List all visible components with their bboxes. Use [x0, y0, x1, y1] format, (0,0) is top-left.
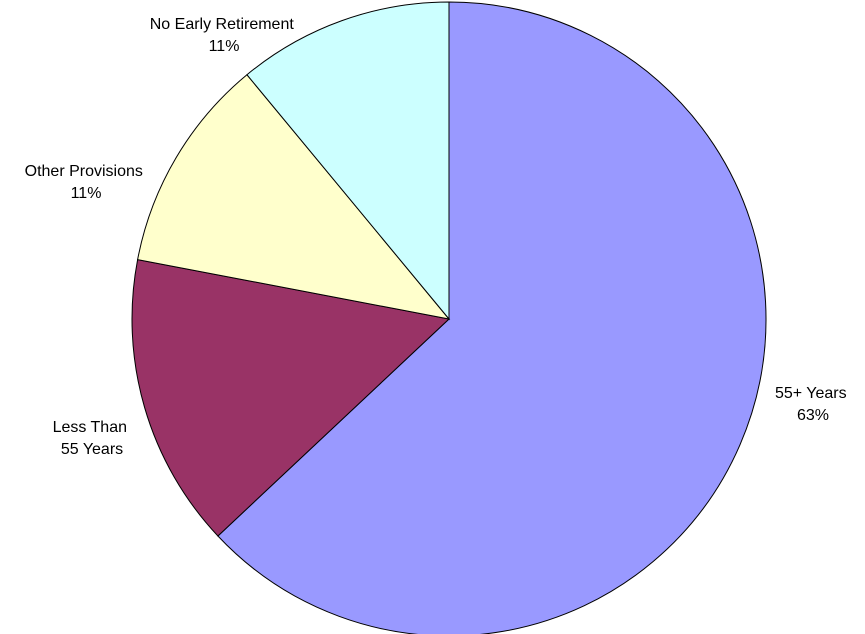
pie-labels: 55+ Years 63% Less Than 55 Years Other P…: [25, 16, 851, 458]
pie-slice-other-provisions-11: [137, 74, 451, 320]
slice-label-less-than-55-years: Less Than 55 Years: [53, 419, 132, 458]
pie-slices: [131, 1, 767, 634]
slice-label-55-plus-years: 55+ Years 63%: [775, 385, 851, 424]
pie-slice-no-early-retirement-11: [246, 1, 450, 321]
pie-slice-less-than-55-years: [131, 259, 451, 537]
slice-label-other-provisions: Other Provisions 11%: [25, 163, 148, 202]
slice-label-no-early-retirement: No Early Retirement 11%: [150, 16, 299, 55]
pie-slice-55-years-63: [217, 1, 767, 634]
